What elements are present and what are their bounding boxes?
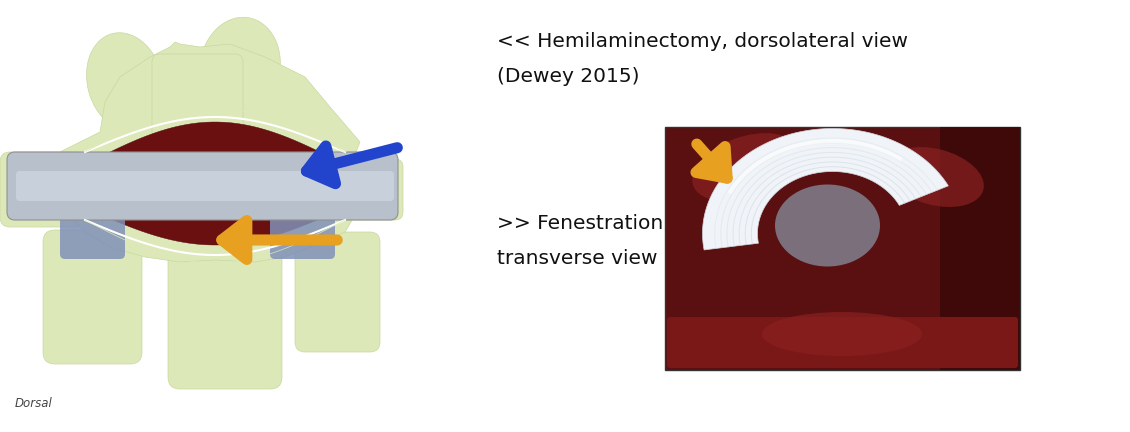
Text: transverse view: transverse view <box>497 249 658 268</box>
Polygon shape <box>703 128 948 250</box>
FancyBboxPatch shape <box>168 240 282 389</box>
Bar <box>940 127 1020 370</box>
FancyBboxPatch shape <box>337 159 403 220</box>
Text: Dorsal: Dorsal <box>15 397 53 410</box>
FancyArrowPatch shape <box>306 146 398 184</box>
Ellipse shape <box>775 184 880 267</box>
FancyBboxPatch shape <box>295 232 380 352</box>
Ellipse shape <box>886 147 984 207</box>
FancyBboxPatch shape <box>667 317 1018 368</box>
Text: >> Fenestration,: >> Fenestration, <box>497 214 670 233</box>
FancyBboxPatch shape <box>7 152 398 220</box>
Text: (Dewey 2015): (Dewey 2015) <box>497 67 640 86</box>
FancyArrowPatch shape <box>696 144 727 178</box>
Polygon shape <box>90 210 340 245</box>
FancyBboxPatch shape <box>0 152 85 227</box>
Ellipse shape <box>200 17 280 117</box>
Ellipse shape <box>87 33 164 131</box>
Ellipse shape <box>762 312 922 356</box>
Polygon shape <box>60 42 360 184</box>
Ellipse shape <box>693 133 798 201</box>
FancyBboxPatch shape <box>60 211 125 259</box>
FancyBboxPatch shape <box>270 211 334 259</box>
FancyBboxPatch shape <box>16 171 394 201</box>
Polygon shape <box>66 207 360 262</box>
Bar <box>664 127 1020 370</box>
Polygon shape <box>90 122 340 162</box>
FancyBboxPatch shape <box>153 54 243 180</box>
FancyArrowPatch shape <box>221 221 337 260</box>
FancyBboxPatch shape <box>43 230 142 364</box>
Text: << Hemilaminectomy, dorsolateral view: << Hemilaminectomy, dorsolateral view <box>497 32 909 51</box>
